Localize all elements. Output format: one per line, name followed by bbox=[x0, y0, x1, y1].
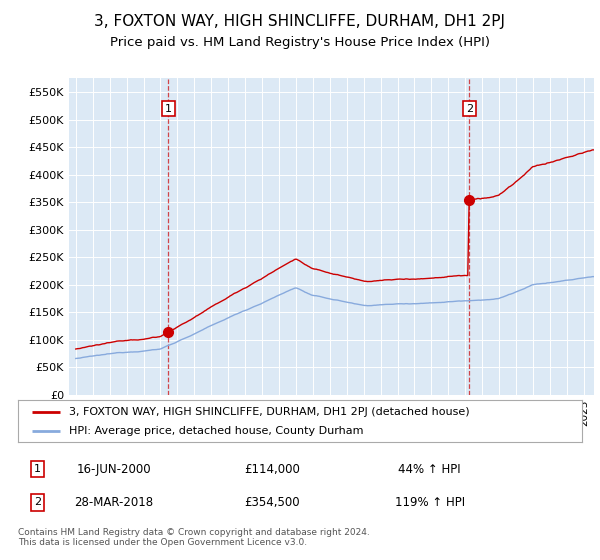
Text: 44% ↑ HPI: 44% ↑ HPI bbox=[398, 463, 461, 475]
Text: 16-JUN-2000: 16-JUN-2000 bbox=[77, 463, 151, 475]
Text: 2: 2 bbox=[34, 497, 41, 507]
Text: 3, FOXTON WAY, HIGH SHINCLIFFE, DURHAM, DH1 2PJ (detached house): 3, FOXTON WAY, HIGH SHINCLIFFE, DURHAM, … bbox=[69, 407, 469, 417]
Text: 3, FOXTON WAY, HIGH SHINCLIFFE, DURHAM, DH1 2PJ: 3, FOXTON WAY, HIGH SHINCLIFFE, DURHAM, … bbox=[95, 14, 505, 29]
Text: Contains HM Land Registry data © Crown copyright and database right 2024.
This d: Contains HM Land Registry data © Crown c… bbox=[18, 528, 370, 547]
Text: £114,000: £114,000 bbox=[244, 463, 300, 475]
Text: 2: 2 bbox=[466, 104, 473, 114]
Text: HPI: Average price, detached house, County Durham: HPI: Average price, detached house, Coun… bbox=[69, 426, 363, 436]
Text: 28-MAR-2018: 28-MAR-2018 bbox=[74, 496, 154, 509]
Text: 119% ↑ HPI: 119% ↑ HPI bbox=[395, 496, 465, 509]
Text: 1: 1 bbox=[34, 464, 41, 474]
Text: Price paid vs. HM Land Registry's House Price Index (HPI): Price paid vs. HM Land Registry's House … bbox=[110, 36, 490, 49]
Text: 1: 1 bbox=[165, 104, 172, 114]
Text: £354,500: £354,500 bbox=[244, 496, 299, 509]
